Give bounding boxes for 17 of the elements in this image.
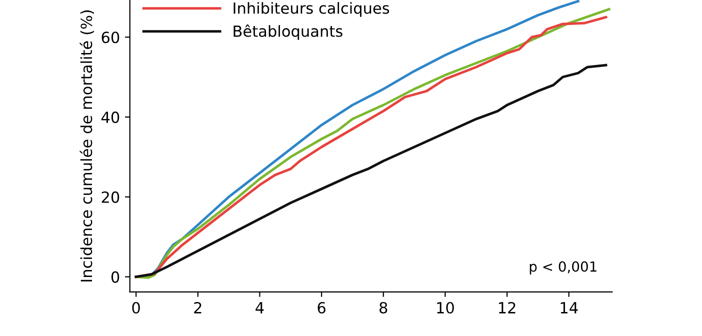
y-axis-title: Incidence cumulée de mortalité (%) (80, 10, 94, 282)
x-tick-label: 0 (132, 302, 140, 314)
x-tick-label: 4 (256, 302, 264, 314)
x-tick-label: 14 (560, 302, 578, 314)
legend-label: Inhibiteurs calciques (234, 2, 390, 17)
x-tick-label: 2 (194, 302, 202, 314)
x-tick-label: 8 (380, 302, 388, 314)
annotation: p < 0,001 (530, 261, 596, 274)
x-tick-label: 12 (498, 302, 516, 314)
line-series (134, 64, 608, 278)
x-tick-label: 10 (437, 302, 454, 314)
x-tick-label: 6 (318, 302, 326, 314)
y-tick-label: 60 (102, 32, 120, 44)
y-tick-label: 40 (101, 112, 120, 124)
y-tick-label: 20 (102, 191, 120, 203)
y-tick-label: 0 (111, 271, 120, 283)
legend-label: Bêtabloquants (234, 24, 342, 40)
